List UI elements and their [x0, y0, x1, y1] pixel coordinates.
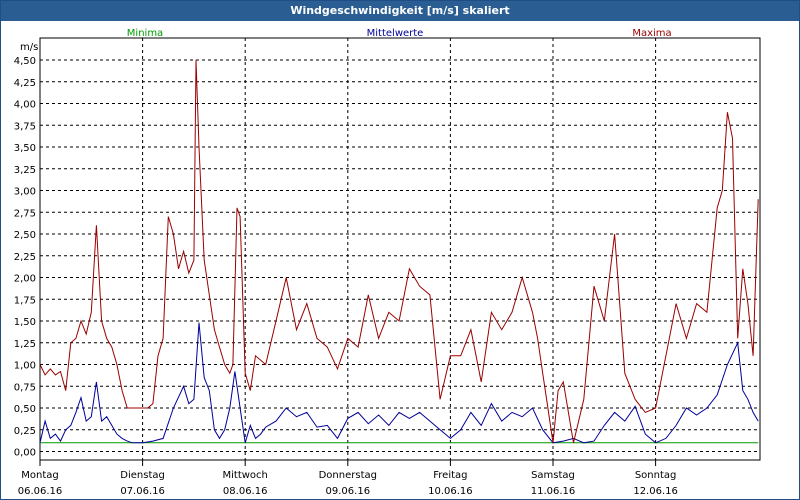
x-tick-date: 10.06.16: [428, 486, 473, 497]
grid: [40, 38, 760, 460]
x-tick-date: 09.06.16: [326, 486, 371, 497]
y-tick-label: 2,25: [14, 252, 36, 263]
y-tick-label: 1,25: [14, 339, 36, 350]
x-axis: Montag 06.06.16 Dienstag 07.06.16 Mittwoch 08…: [18, 460, 678, 497]
y-tick-label: 4,50: [14, 56, 36, 67]
y-tick-label: 1,50: [14, 317, 36, 328]
y-tick-label: 4,25: [14, 78, 36, 89]
y-tick-label: 0,75: [14, 382, 36, 393]
legend-entry-maxima: Maxima: [632, 28, 671, 39]
x-tick-day: Samstag: [531, 470, 575, 481]
x-tick-date: 08.06.16: [223, 486, 268, 497]
y-tick-label: 3,75: [14, 121, 36, 132]
x-tick-date: 12.06.16: [633, 486, 678, 497]
y-tick-label: 1,00: [14, 361, 36, 372]
chart-title: Windgeschwindigkeit [m/s] skaliert: [1, 1, 799, 21]
x-tick-day: Mittwoch: [223, 470, 268, 481]
legend-entry-minima: Minima: [127, 28, 163, 39]
y-tick-label: 4,00: [14, 100, 36, 111]
y-tick-label: 0,50: [14, 404, 36, 415]
y-tick-label: 0,00: [14, 448, 36, 459]
x-tick-day: Sonntag: [635, 470, 677, 481]
y-tick-label: 0,25: [14, 426, 36, 437]
series-line-maxima: [39, 59, 759, 443]
y-tick-label: 3,00: [14, 187, 36, 198]
y-axis-label: m/s: [20, 42, 38, 53]
y-axis: 0,00 0,25 0,50 0,75 1,00 1,25 1,50 1,75 2,00 2,25…: [14, 56, 36, 459]
x-tick-day: Freitag: [433, 470, 467, 481]
x-tick-date: 06.06.16: [18, 486, 63, 497]
y-tick-label: 2,75: [14, 208, 36, 219]
x-tick-date: 07.06.16: [120, 486, 165, 497]
x-tick-day: Montag: [21, 470, 58, 481]
x-tick-day: Donnerstag: [319, 470, 377, 481]
legend: Minima Mittelwerte Maxima: [127, 28, 672, 39]
x-tick-date: 11.06.16: [531, 486, 576, 497]
plot-area-border: [39, 37, 761, 461]
y-tick-label: 3,50: [14, 143, 36, 154]
series-group: [39, 59, 759, 444]
legend-entry-mittelwerte: Mittelwerte: [367, 28, 424, 39]
series-line-mittelwerte: [39, 322, 759, 444]
y-tick-label: 2,00: [14, 274, 36, 285]
x-tick-day: Dienstag: [120, 470, 165, 481]
y-tick-label: 1,75: [14, 295, 36, 306]
y-tick-label: 3,25: [14, 165, 36, 176]
y-tick-label: 2,50: [14, 230, 36, 241]
